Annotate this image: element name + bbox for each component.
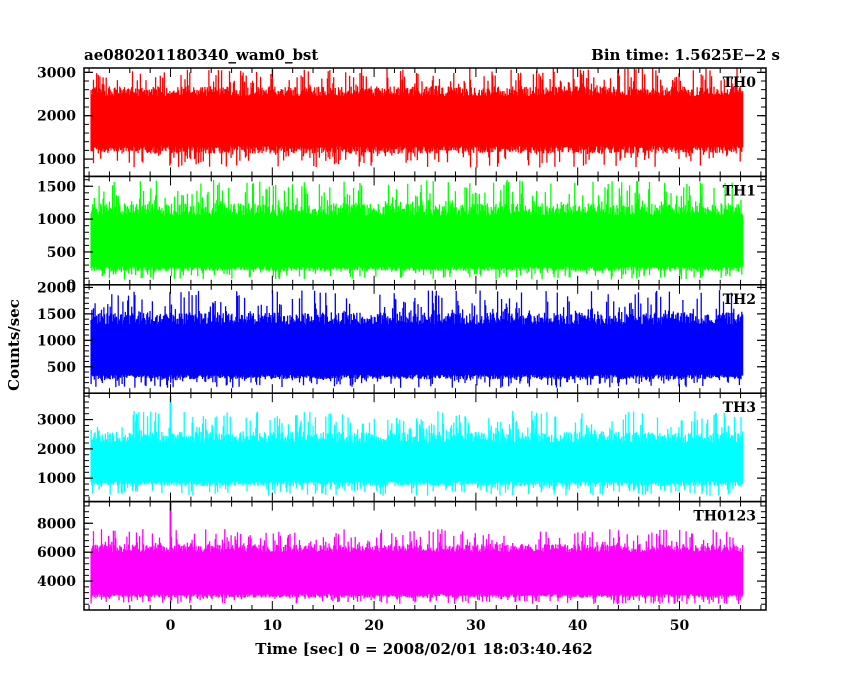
series-core-th3: [91, 448, 743, 476]
y-tick-label: 1000: [37, 333, 76, 349]
x-tick-label: 30: [466, 618, 486, 634]
y-tick-label: 500: [47, 245, 76, 261]
series-core-th0: [91, 103, 743, 139]
y-tick-label: 3000: [37, 65, 76, 81]
y-tick-label: 4000: [37, 574, 76, 590]
chart-title: ae080201180340_wam0_bst: [84, 46, 318, 64]
x-tick-label: 10: [263, 618, 283, 634]
panel-label-th0123: TH0123: [693, 509, 756, 525]
x-tick-label: 20: [364, 618, 384, 634]
series-core-th0123: [91, 558, 743, 588]
panel-label-th0: TH0: [723, 75, 757, 91]
panel-th0: 1000 2000 3000 TH0: [37, 65, 767, 178]
y-tick-label: 8000: [37, 516, 76, 532]
series-core-th1: [91, 223, 743, 259]
bin-time-label: Bin time: 1.5625E−2 s: [591, 46, 780, 64]
y-tick-label: 2000: [37, 109, 76, 125]
y-tick-label: 1000: [37, 212, 76, 228]
y-tick-label: 500: [47, 360, 76, 376]
panel-th0123: 4000 6000 8000 TH0123: [37, 500, 767, 611]
x-tick-label: 50: [670, 618, 690, 634]
panel-frame: [83, 500, 767, 611]
panel-th2: 500 1000 1500 2000 TH2: [37, 280, 767, 394]
panel-label-th3: TH3: [723, 400, 756, 416]
x-tick-label: 0: [166, 618, 176, 634]
y-tick-label: 1000: [37, 152, 76, 168]
y-tick-label: 1500: [37, 179, 76, 195]
x-tick-label: 40: [568, 618, 588, 634]
panel-th1: 0 500 1000 1500 TH1: [37, 175, 767, 294]
panel-th3: 1000 2000 3000 TH3: [37, 392, 767, 503]
y-tick-label: 1000: [37, 471, 76, 487]
y-tick-label: 2000: [37, 442, 76, 458]
y-tick-label: 2000: [37, 280, 76, 296]
y-tick-label: 3000: [37, 413, 76, 429]
y-tick-label: 0: [66, 278, 76, 294]
panel-label-th2: TH2: [723, 292, 756, 308]
panel-label-th1: TH1: [723, 183, 756, 199]
x-axis-title: Time [sec] 0 = 2008/02/01 18:03:40.462: [255, 640, 592, 658]
y-axis-title: Counts/sec: [5, 299, 23, 391]
y-tick-label: 6000: [37, 545, 76, 561]
y-tick-label: 1500: [37, 307, 76, 323]
series-core-th2: [91, 331, 743, 368]
